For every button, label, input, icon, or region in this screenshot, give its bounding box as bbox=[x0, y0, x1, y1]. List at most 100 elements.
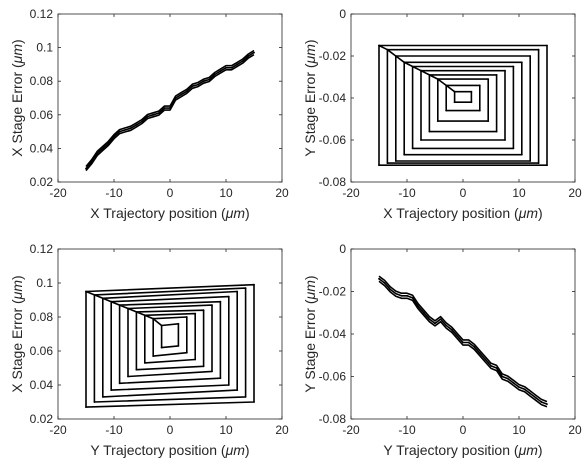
x-tick-label: 0 bbox=[460, 423, 467, 437]
x-tick-label: -10 bbox=[105, 186, 123, 200]
data-point bbox=[219, 300, 222, 303]
data-point bbox=[411, 297, 414, 299]
data-point bbox=[143, 362, 146, 364]
data-point bbox=[93, 401, 96, 403]
data-point bbox=[445, 109, 448, 112]
data-point bbox=[244, 287, 247, 289]
x-tick-label: 10 bbox=[219, 186, 233, 200]
y-tick-label: 0.08 bbox=[30, 74, 54, 88]
data-point bbox=[529, 160, 532, 162]
data-point bbox=[219, 377, 222, 380]
y-tick-label: 0.06 bbox=[30, 108, 54, 122]
data-point bbox=[101, 297, 104, 300]
data-point bbox=[211, 370, 213, 373]
data-point bbox=[411, 65, 414, 68]
data-point bbox=[462, 341, 464, 344]
data-point bbox=[504, 69, 506, 72]
data-point bbox=[236, 389, 239, 391]
data-point bbox=[529, 55, 532, 57]
data-point bbox=[185, 90, 188, 93]
x-axis-label: Y Trajectory position (μm) bbox=[90, 442, 249, 458]
data-point bbox=[247, 55, 250, 57]
x-tick-label: -10 bbox=[398, 423, 416, 437]
data-point bbox=[230, 66, 233, 69]
data-point bbox=[85, 167, 87, 170]
data-point bbox=[194, 358, 197, 361]
y-tick-label: 0.1 bbox=[36, 41, 53, 55]
data-point bbox=[520, 153, 523, 156]
y-axis-label: Y Stage Error (μm) bbox=[302, 39, 318, 156]
y-tick-label: -0.04 bbox=[319, 327, 347, 341]
data-point bbox=[467, 341, 470, 344]
data-point bbox=[512, 65, 515, 68]
data-point bbox=[378, 164, 380, 167]
data-point bbox=[478, 109, 481, 112]
data-point bbox=[495, 74, 498, 76]
data-point bbox=[394, 55, 397, 57]
data-point bbox=[110, 389, 113, 391]
data-point bbox=[450, 328, 453, 331]
data-point bbox=[529, 392, 532, 395]
data-point bbox=[422, 311, 425, 314]
data-point bbox=[478, 84, 481, 87]
data-point bbox=[445, 84, 448, 87]
y-tick-label: 0.04 bbox=[30, 141, 54, 155]
data-point bbox=[127, 375, 129, 378]
data-point bbox=[202, 309, 205, 312]
data-point bbox=[428, 130, 431, 133]
data-point bbox=[378, 277, 380, 280]
data-point bbox=[202, 365, 205, 368]
data-point bbox=[495, 130, 498, 133]
data-point bbox=[129, 127, 132, 130]
data-point bbox=[470, 101, 473, 104]
data-point bbox=[383, 282, 386, 284]
data-point bbox=[439, 318, 442, 320]
data-point bbox=[420, 139, 422, 141]
y-tick-label: 0 bbox=[339, 7, 346, 21]
x-tick-label: -20 bbox=[342, 423, 360, 437]
data-point bbox=[146, 115, 149, 118]
data-point bbox=[163, 107, 166, 109]
data-point bbox=[213, 73, 216, 76]
data-point bbox=[90, 160, 93, 163]
y-tick-label: -0.06 bbox=[319, 370, 347, 384]
data-point bbox=[143, 314, 146, 317]
plot-frame bbox=[57, 13, 283, 183]
data-point bbox=[225, 66, 227, 69]
y-tick-label: -0.04 bbox=[319, 91, 347, 105]
data-point bbox=[417, 305, 420, 308]
data-point bbox=[135, 311, 138, 313]
x-tick-label: 10 bbox=[219, 423, 233, 437]
x-tick-label: -10 bbox=[398, 186, 416, 200]
y-tick-label: -0.06 bbox=[319, 133, 347, 147]
y-axis-label: X Stage Error (μm) bbox=[9, 275, 25, 392]
data-point bbox=[456, 335, 459, 337]
data-point bbox=[219, 70, 222, 72]
data-point bbox=[378, 44, 380, 47]
data-point bbox=[386, 162, 389, 165]
data-point bbox=[160, 324, 163, 327]
data-point bbox=[490, 365, 492, 367]
data-point bbox=[487, 120, 490, 122]
series-line bbox=[378, 275, 548, 403]
data-point bbox=[506, 377, 509, 380]
data-point bbox=[400, 294, 403, 297]
data-point bbox=[420, 69, 422, 72]
panel-bottom-right: -20 -10 0 10 20 -0.08 -0.06 -0.04 -0.02 0 Y Trajec… bbox=[302, 242, 582, 458]
data-point bbox=[85, 406, 87, 408]
data-point bbox=[152, 113, 155, 116]
y-axis-label: Y Stage Error (μm) bbox=[302, 275, 318, 392]
data-point bbox=[473, 345, 476, 348]
data-point bbox=[152, 355, 155, 357]
y-tick-label: 0.1 bbox=[36, 276, 53, 290]
series-line bbox=[378, 280, 548, 408]
data-point bbox=[118, 304, 121, 306]
x-tick-label: 0 bbox=[460, 186, 467, 200]
data-point bbox=[495, 367, 498, 369]
y-axis-label: X Stage Error (μm) bbox=[9, 39, 25, 156]
data-point bbox=[93, 294, 96, 296]
data-point bbox=[546, 164, 548, 167]
data-point bbox=[253, 283, 255, 286]
data-point bbox=[236, 63, 239, 66]
x-tick-label: 0 bbox=[167, 186, 174, 200]
